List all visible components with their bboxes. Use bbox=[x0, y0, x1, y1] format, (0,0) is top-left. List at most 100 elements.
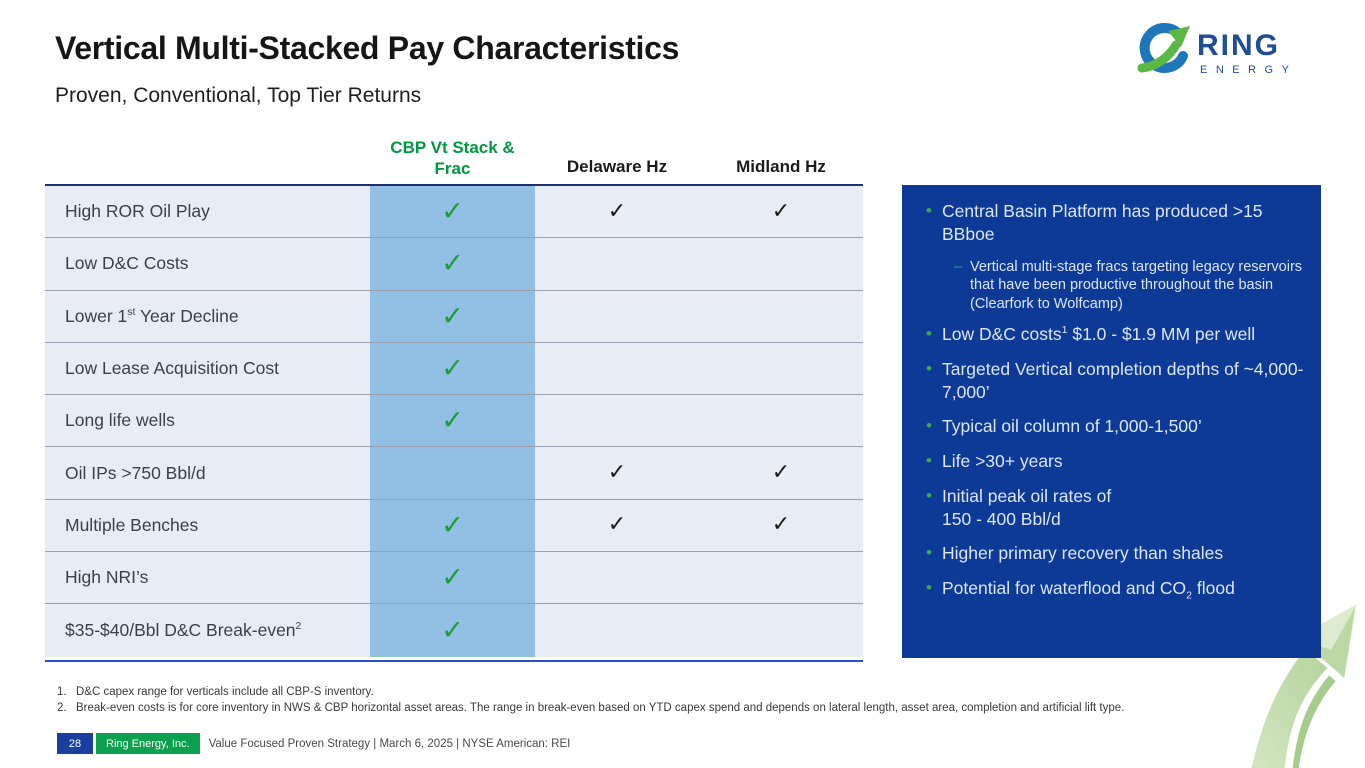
row-label: Long life wells bbox=[45, 410, 370, 431]
cbp-highlight-column bbox=[370, 186, 535, 657]
text-segment: Life >30+ years bbox=[942, 451, 1063, 472]
footnote: 2. Break-even costs is for core inventory… bbox=[57, 701, 1287, 717]
check-cell: ✓ bbox=[699, 200, 863, 223]
text-segment: Low D&C costs bbox=[942, 324, 1062, 345]
text-segment: Initial peak oil rates of bbox=[942, 485, 1112, 506]
bullet-item: • Targeted Vertical completion depths of … bbox=[916, 358, 1305, 404]
text-segment: Oil IPs >750 Bbl/d bbox=[65, 462, 206, 483]
check-cell: ✓ bbox=[370, 512, 535, 539]
bullet-dot-icon: • bbox=[926, 543, 932, 563]
bullet-item: • Higher primary recovery than shales bbox=[916, 542, 1305, 565]
bullet-text: Initial peak oil rates of 150 - 400 Bbl/d bbox=[942, 485, 1305, 531]
table-row: Long life wells ✓ bbox=[45, 395, 863, 448]
logo-sub-brand-text: ENERGY bbox=[1200, 64, 1297, 76]
green-check-icon: ✓ bbox=[441, 615, 464, 647]
company-badge: Ring Energy, Inc. bbox=[96, 733, 200, 754]
text-segment: Vertical multi-stage fracs targeting leg… bbox=[970, 258, 1303, 312]
text-segment: Low Lease Acquisition Cost bbox=[65, 358, 280, 379]
row-label: Multiple Benches bbox=[45, 515, 370, 536]
green-check-icon: ✓ bbox=[441, 562, 464, 594]
text-segment: Central Basin Platform has produced >15 … bbox=[942, 201, 1263, 244]
bullet-dot-icon: • bbox=[926, 578, 932, 598]
bullet-item: • Low D&C costs1 $1.0 - $1.9 MM per well bbox=[916, 323, 1305, 346]
check-cell: ✓ bbox=[370, 407, 535, 434]
bullet-text: Targeted Vertical completion depths of ~… bbox=[942, 358, 1305, 404]
text-segment: Higher primary recovery than shales bbox=[942, 543, 1224, 564]
footer: 28 Ring Energy, Inc. Value Focused Prove… bbox=[57, 733, 570, 754]
table-row: High NRI’s ✓ bbox=[45, 552, 863, 605]
black-check-icon: ✓ bbox=[771, 460, 791, 486]
column-header-midland: Midland Hz bbox=[736, 157, 826, 176]
text-segment: 150 - 400 Bbl/d bbox=[942, 508, 1061, 529]
check-cell: ✓ bbox=[535, 514, 699, 536]
text-segment: Long life wells bbox=[65, 410, 175, 431]
sub-bullet-text: Vertical multi-stage fracs targeting leg… bbox=[970, 258, 1305, 314]
sub-bullet-dash-icon: – bbox=[953, 258, 963, 275]
page-number-badge: 28 bbox=[57, 733, 93, 754]
bullet-text: Low D&C costs1 $1.0 - $1.9 MM per well bbox=[942, 323, 1305, 346]
table-row: High ROR Oil Play ✓ ✓ ✓ bbox=[45, 186, 863, 239]
table-header-rule bbox=[45, 184, 863, 186]
text-segment: Targeted Vertical completion depths of ~… bbox=[942, 358, 1304, 402]
table-row: Low Lease Acquisition Cost ✓ bbox=[45, 343, 863, 396]
bullet-item: • Potential for waterflood and CO2 flood bbox=[916, 577, 1305, 603]
bullet-text: Typical oil column of 1,000-1,500’ bbox=[942, 415, 1305, 438]
row-label: Oil IPs >750 Bbl/d bbox=[45, 463, 370, 484]
bullet-dot-icon: • bbox=[926, 324, 932, 344]
row-label: High ROR Oil Play bbox=[45, 201, 370, 222]
text-segment: flood bbox=[1192, 578, 1235, 599]
check-cell: ✓ bbox=[699, 514, 863, 536]
text-segment: $35-$40/Bbl D&C Break-even bbox=[65, 620, 296, 641]
footnote-number: 2. bbox=[57, 701, 67, 714]
column-header-cbp: CBP Vt Stack & Frac bbox=[390, 137, 515, 178]
table-header: CBP Vt Stack & Frac Delaware Hz Midland … bbox=[45, 126, 863, 184]
black-check-icon: ✓ bbox=[607, 512, 627, 538]
bullet-item: • Initial peak oil rates of 150 - 400 Bbl/… bbox=[916, 485, 1305, 531]
black-check-icon: ✓ bbox=[607, 198, 627, 224]
table-rows: High ROR Oil Play ✓ ✓ ✓ Low D&C Costs ✓ Lower … bbox=[45, 186, 863, 657]
bullet-item: • Life >30+ years bbox=[916, 450, 1305, 473]
text-segment: Potential for waterflood and CO bbox=[942, 578, 1187, 599]
check-cell: ✓ bbox=[370, 355, 535, 382]
table-bottom-rule bbox=[45, 659, 863, 662]
check-cell: ✓ bbox=[370, 303, 535, 330]
page-subtitle: Proven, Conventional, Top Tier Returns bbox=[55, 84, 422, 107]
bullet-dot-icon: • bbox=[926, 201, 932, 220]
table-row: Low D&C Costs ✓ bbox=[45, 238, 863, 291]
black-check-icon: ✓ bbox=[771, 512, 791, 538]
table-body: High ROR Oil Play ✓ ✓ ✓ Low D&C Costs ✓ Lower … bbox=[45, 186, 863, 657]
text-segment: Typical oil column of 1,000-1,500’ bbox=[942, 416, 1202, 437]
check-cell: ✓ bbox=[535, 462, 699, 484]
footer-tagline: Value Focused Proven Strategy | March 6,… bbox=[208, 737, 571, 750]
footnote-text: D&C capex range for verticals include al… bbox=[76, 686, 374, 698]
check-cell: ✓ bbox=[370, 564, 535, 591]
text-segment: High NRI’s bbox=[65, 567, 149, 588]
bullet-text: Potential for waterflood and CO2 flood bbox=[942, 577, 1305, 603]
text-segment: Low D&C Costs bbox=[65, 253, 189, 274]
table-row: Oil IPs >750 Bbl/d ✓ ✓ bbox=[45, 447, 863, 500]
text-segment: Lower 1 bbox=[65, 305, 128, 326]
ring-energy-logo: RING ENERGY bbox=[1137, 23, 1297, 76]
row-label: Low D&C Costs bbox=[45, 253, 370, 274]
footnote: 1. D&C capex range for verticals include … bbox=[57, 685, 1287, 701]
footnotes: 1. D&C capex range for verticals include … bbox=[57, 685, 1287, 716]
green-check-icon: ✓ bbox=[441, 300, 464, 332]
text-segment: Multiple Benches bbox=[65, 514, 199, 535]
check-cell: ✓ bbox=[370, 617, 535, 644]
green-check-icon: ✓ bbox=[441, 405, 464, 437]
check-cell: ✓ bbox=[699, 462, 863, 484]
bullet-item: • Central Basin Platform has produced >15… bbox=[916, 200, 1305, 246]
check-cell: ✓ bbox=[370, 198, 535, 225]
row-label: Lower 1st Year Decline bbox=[45, 306, 370, 327]
footnote-text: Break-even costs is for core inventory i… bbox=[76, 701, 1125, 714]
footnote-number: 1. bbox=[57, 686, 67, 698]
table-row: Multiple Benches ✓ ✓ ✓ bbox=[45, 500, 863, 553]
comparison-table: CBP Vt Stack & Frac Delaware Hz Midland … bbox=[45, 126, 863, 662]
text-segment: Year Decline bbox=[135, 305, 239, 326]
logo-brand-text: RING bbox=[1197, 29, 1280, 62]
text-segment: 2 bbox=[1186, 589, 1193, 602]
green-check-icon: ✓ bbox=[441, 353, 464, 385]
green-check-icon: ✓ bbox=[441, 196, 464, 228]
row-label: Low Lease Acquisition Cost bbox=[45, 358, 370, 379]
